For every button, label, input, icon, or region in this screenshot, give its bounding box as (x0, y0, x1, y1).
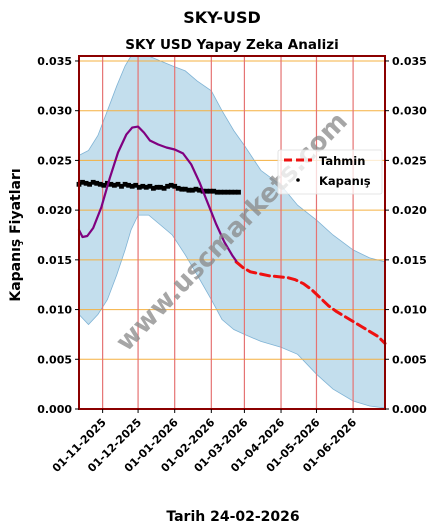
legend-kapanis-swatch (296, 178, 300, 182)
y-tick-label-left-5: 0.025 (37, 154, 72, 167)
kapanis-point-1 (80, 179, 85, 185)
kapanis-point-5 (94, 180, 100, 186)
kapanis-point-41 (221, 189, 227, 195)
kapanis-point-29 (179, 186, 185, 192)
legend-kapanis-label: Kapanış (319, 174, 371, 188)
kapanis-point-42 (225, 189, 231, 195)
kapanis-point-24 (161, 185, 167, 191)
kapanis-point-40 (218, 189, 224, 195)
kapanis-point-27 (172, 183, 178, 189)
kapanis-point-23 (158, 184, 163, 190)
kapanis-point-2 (83, 180, 89, 186)
kapanis-point-3 (87, 181, 92, 187)
kapanis-point-18 (140, 183, 146, 189)
y-tick-label-right-1: 0.005 (392, 353, 427, 366)
kapanis-point-16 (133, 182, 139, 188)
kapanis-point-7 (101, 182, 107, 188)
y-tick-label-right-7: 0.035 (392, 55, 427, 68)
y-tick-label-left-4: 0.020 (37, 204, 72, 217)
kapanis-point-43 (229, 189, 234, 195)
plot-area: www.uscmarkets.com (76, 55, 387, 410)
y-tick-label-right-0: 0.000 (392, 403, 427, 416)
kapanis-point-32 (190, 187, 195, 193)
kapanis-point-20 (147, 183, 153, 189)
chart-title: SKY USD Yapay Zeka Analizi (125, 37, 338, 53)
kapanis-point-9 (108, 181, 114, 187)
kapanis-point-12 (119, 183, 124, 189)
y-tick-label-left-2: 0.010 (37, 304, 72, 317)
y-tick-label-right-6: 0.030 (392, 105, 427, 118)
kapanis-point-38 (211, 188, 217, 194)
kapanis-point-36 (204, 188, 209, 194)
kapanis-point-33 (193, 186, 199, 192)
series-group (76, 125, 387, 345)
kapanis-point-31 (186, 187, 192, 193)
plot-frame (78, 55, 386, 410)
kapanis-point-44 (232, 189, 238, 195)
kapanis-point-28 (175, 185, 181, 191)
y-tick-label-left-3: 0.015 (37, 254, 72, 267)
y-axis-left: 0.000 0.005 0.010 0.015 0.020 0.025 0.030 0.035 (37, 55, 79, 416)
kapanis-point-45 (236, 189, 241, 195)
y-tick-label-left-7: 0.035 (37, 55, 72, 68)
tahmin-line (234, 260, 387, 345)
y-tick-label-right-3: 0.015 (392, 254, 427, 267)
y-axis-right: 0.000 0.005 0.010 0.015 0.020 0.025 0.030 0.035 (385, 55, 427, 416)
kapanis-point-22 (154, 184, 160, 190)
y-axis-label: Kapanış Fiyatları (8, 168, 24, 301)
kapanis-point-30 (182, 186, 188, 192)
kapanis-point-13 (122, 181, 128, 187)
y-tick-label-left-0: 0.000 (37, 403, 72, 416)
trend-line (77, 125, 238, 262)
kapanis-point-11 (115, 181, 121, 187)
y-tick-label-left-6: 0.030 (37, 105, 72, 118)
kapanis-point-14 (126, 182, 131, 188)
kapanis-point-6 (97, 181, 103, 187)
legend: Tahmin Kapanış (277, 149, 383, 195)
kapanis-point-26 (168, 182, 174, 188)
kapanis-point-17 (136, 184, 142, 190)
legend-tahmin-label: Tahmin (319, 154, 365, 168)
footer-date: Tarih 24-02-2026 (166, 509, 299, 525)
y-tick-label-right-5: 0.025 (392, 154, 427, 167)
kapanis-point-25 (165, 183, 170, 189)
kapanis-point-37 (207, 188, 213, 194)
kapanis-point-34 (197, 187, 202, 193)
y-tick-label-right-4: 0.020 (392, 204, 427, 217)
x-axis: 01-11-202501-12-202501-01-202601-02-2026… (50, 409, 359, 475)
y-tick-label-left-1: 0.005 (37, 353, 72, 366)
kapanis-point-10 (112, 182, 117, 188)
kapanis-point-4 (90, 179, 96, 185)
kapanis-point-39 (214, 189, 220, 195)
kapanis-point-15 (129, 183, 135, 189)
main-title: SKY-USD (183, 8, 261, 27)
grid (79, 56, 385, 410)
kapanis-point-21 (151, 185, 156, 191)
kapanis-point-19 (143, 184, 149, 190)
y-tick-label-right-2: 0.010 (392, 304, 427, 317)
